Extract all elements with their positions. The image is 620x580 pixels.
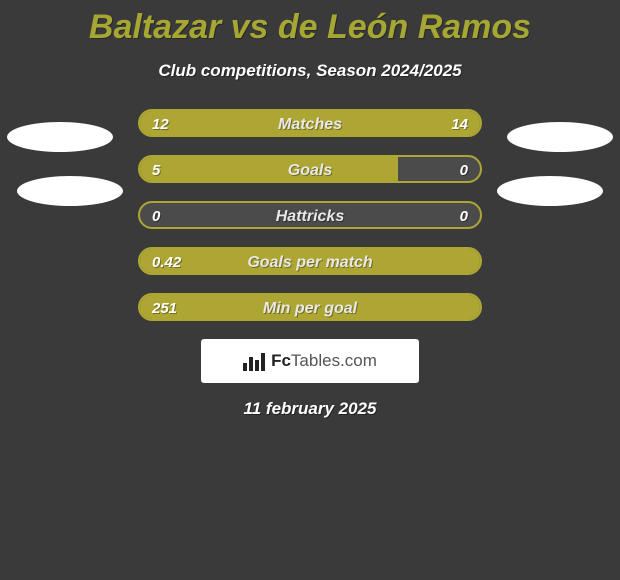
player-left-photo-1 xyxy=(7,122,113,152)
stat-bar: 5Goals0 xyxy=(138,155,482,183)
stat-right-value: 0 xyxy=(460,203,468,229)
stats-chart: 12Matches145Goals00Hattricks00.42Goals p… xyxy=(138,109,482,321)
stat-label: Matches xyxy=(140,111,480,137)
player-right-photo-2 xyxy=(497,176,603,206)
stat-right-value: 14 xyxy=(451,111,468,137)
stat-bar: 0.42Goals per match xyxy=(138,247,482,275)
brand-bold: Fc xyxy=(271,351,291,370)
brand-text: FcTables.com xyxy=(271,351,377,371)
stat-label: Min per goal xyxy=(140,295,480,321)
stat-bar: 251Min per goal xyxy=(138,293,482,321)
player-right-photo-1 xyxy=(507,122,613,152)
stat-label: Goals xyxy=(140,157,480,183)
brand-rest: Tables xyxy=(291,351,340,370)
stat-bar: 0Hattricks0 xyxy=(138,201,482,229)
stat-right-value: 0 xyxy=(460,157,468,183)
player-left-photo-2 xyxy=(17,176,123,206)
stat-bar: 12Matches14 xyxy=(138,109,482,137)
subtitle: Club competitions, Season 2024/2025 xyxy=(0,61,620,81)
brand-box[interactable]: FcTables.com xyxy=(201,339,419,383)
brand-tld: .com xyxy=(340,351,377,370)
page-title: Baltazar vs de León Ramos xyxy=(0,0,620,47)
date-label: 11 february 2025 xyxy=(0,399,620,419)
bar-chart-icon xyxy=(243,351,265,371)
stat-label: Hattricks xyxy=(140,203,480,229)
stat-label: Goals per match xyxy=(140,249,480,275)
